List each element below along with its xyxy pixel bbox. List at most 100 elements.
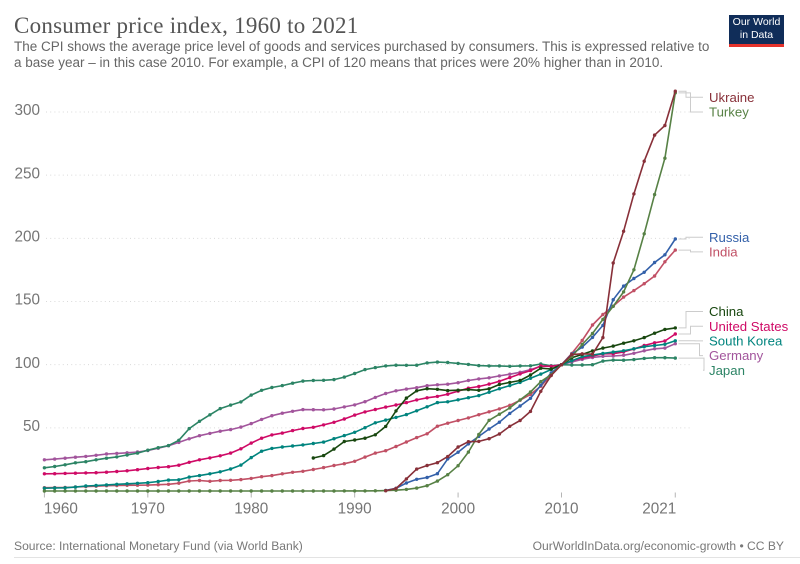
series-germany bbox=[42, 342, 677, 462]
data-point bbox=[301, 469, 305, 473]
data-point bbox=[228, 467, 233, 471]
data-point bbox=[435, 360, 440, 364]
data-point bbox=[249, 393, 253, 397]
data-point bbox=[621, 229, 626, 233]
data-point bbox=[63, 471, 67, 476]
entity-label-south-korea[interactable]: South Korea bbox=[709, 333, 783, 348]
data-point bbox=[652, 260, 657, 265]
data-point bbox=[373, 421, 377, 425]
data-point bbox=[466, 362, 471, 367]
data-point bbox=[528, 373, 533, 377]
owid-logo-line-1: Our World bbox=[732, 16, 781, 28]
data-point bbox=[239, 425, 243, 429]
data-point bbox=[425, 432, 429, 436]
data-point bbox=[487, 387, 491, 391]
data-point bbox=[415, 486, 419, 490]
data-point bbox=[508, 383, 512, 388]
data-point bbox=[249, 489, 253, 493]
data-point bbox=[208, 456, 212, 460]
data-point bbox=[373, 395, 377, 400]
data-point bbox=[404, 477, 409, 481]
entity-label-germany[interactable]: Germany bbox=[709, 348, 764, 363]
data-point bbox=[53, 489, 57, 493]
data-point bbox=[663, 260, 667, 264]
data-point bbox=[632, 351, 636, 355]
data-point bbox=[280, 431, 284, 435]
data-point bbox=[218, 489, 222, 493]
data-point bbox=[415, 409, 419, 413]
data-point bbox=[435, 387, 440, 391]
entity-label-united-states[interactable]: United States bbox=[709, 319, 789, 334]
credit-note[interactable]: OurWorldInData.org/economic-growth • CC … bbox=[532, 538, 784, 553]
data-point bbox=[528, 368, 533, 373]
data-point bbox=[394, 415, 398, 420]
data-point bbox=[259, 388, 264, 392]
data-point bbox=[332, 377, 336, 382]
data-point bbox=[425, 484, 429, 488]
owid-logo[interactable]: Our World in Data bbox=[729, 15, 784, 47]
data-point bbox=[332, 463, 336, 468]
data-point bbox=[663, 339, 667, 343]
data-point bbox=[332, 447, 336, 451]
series-line bbox=[43, 342, 677, 461]
data-point bbox=[539, 389, 543, 393]
data-point bbox=[632, 357, 636, 362]
entity-label-japan[interactable]: Japan bbox=[709, 363, 745, 378]
data-point bbox=[342, 433, 346, 438]
data-point bbox=[249, 441, 253, 445]
data-point bbox=[590, 323, 595, 327]
data-point bbox=[146, 448, 150, 452]
data-point bbox=[673, 339, 677, 343]
data-point bbox=[446, 421, 450, 425]
data-point bbox=[652, 341, 657, 345]
data-point bbox=[135, 489, 140, 493]
data-point bbox=[497, 379, 502, 383]
entity-label-india[interactable]: India bbox=[709, 244, 738, 259]
data-point bbox=[673, 89, 677, 93]
label-connector-india bbox=[678, 249, 703, 253]
data-point bbox=[539, 379, 543, 384]
data-point bbox=[290, 428, 295, 433]
entity-label-turkey[interactable]: Turkey bbox=[709, 105, 749, 120]
data-point bbox=[218, 470, 222, 474]
data-point bbox=[228, 489, 233, 493]
data-point bbox=[239, 447, 243, 451]
data-point bbox=[363, 455, 367, 459]
series-japan bbox=[42, 356, 677, 470]
data-point bbox=[518, 398, 522, 402]
data-point bbox=[84, 471, 88, 475]
data-point bbox=[363, 436, 367, 440]
data-point bbox=[135, 468, 140, 472]
x-tick-label-1960: 1960 bbox=[44, 501, 78, 518]
data-point bbox=[518, 364, 522, 368]
data-point bbox=[239, 489, 243, 493]
entity-label-russia[interactable]: Russia bbox=[709, 230, 750, 245]
data-point bbox=[415, 398, 419, 402]
data-point bbox=[497, 432, 502, 436]
data-point bbox=[590, 352, 595, 356]
entity-label-china[interactable]: China bbox=[709, 304, 744, 319]
data-point bbox=[601, 317, 605, 322]
data-point bbox=[642, 232, 646, 236]
data-point bbox=[321, 465, 326, 470]
source-note[interactable]: Source: International Monetary Fund (via… bbox=[14, 538, 303, 553]
data-point bbox=[415, 389, 419, 393]
data-point bbox=[497, 382, 502, 387]
data-point bbox=[446, 473, 450, 477]
data-point bbox=[301, 443, 305, 447]
data-point bbox=[632, 339, 636, 343]
y-tick-label-250: 250 bbox=[14, 165, 40, 182]
data-point bbox=[590, 363, 595, 367]
data-point bbox=[673, 356, 677, 360]
data-point bbox=[611, 344, 615, 348]
data-point bbox=[611, 261, 615, 265]
data-point bbox=[197, 458, 202, 462]
entity-label-ukraine[interactable]: Ukraine bbox=[709, 90, 754, 105]
data-point bbox=[208, 413, 212, 417]
data-point bbox=[508, 380, 512, 385]
data-point bbox=[146, 481, 150, 485]
data-point bbox=[528, 364, 533, 368]
data-point bbox=[73, 485, 78, 489]
data-point bbox=[280, 445, 284, 449]
data-point bbox=[446, 360, 450, 365]
